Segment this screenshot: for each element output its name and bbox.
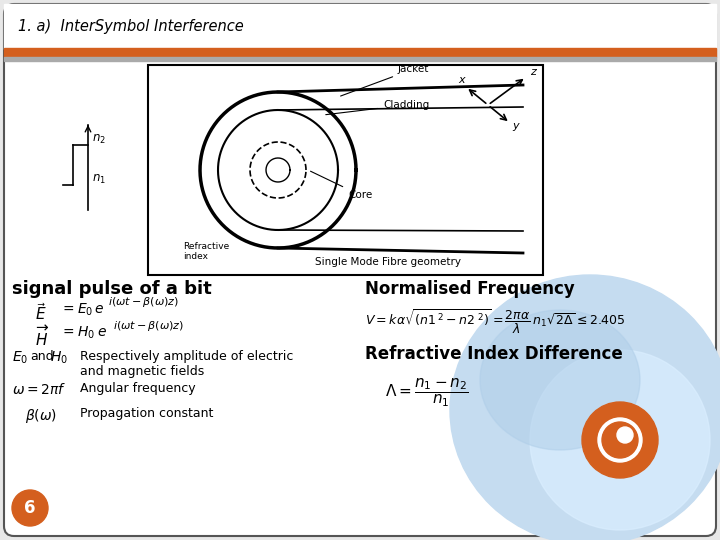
Text: 6: 6 [24,499,36,517]
Text: $E_0$: $E_0$ [12,350,28,367]
Bar [4,4,716,49]
Text: y: y [512,121,518,131]
Circle shape [598,418,642,462]
Text: $n_1$: $n_1$ [92,173,106,186]
Text: $\vec{E}$: $\vec{E}$ [35,302,47,323]
Text: Propagation constant: Propagation constant [80,407,213,420]
Text: $i(\omega t - \beta(\omega)z)$: $i(\omega t - \beta(\omega)z)$ [108,295,179,309]
Circle shape [590,410,650,470]
Ellipse shape [480,310,640,450]
Text: x: x [458,75,464,85]
Ellipse shape [450,275,720,540]
Text: Normalised Frequency: Normalised Frequency [365,280,575,298]
Text: signal pulse of a bit: signal pulse of a bit [12,280,212,298]
Text: $= H_0\; e$: $= H_0\; e$ [60,325,108,341]
Bar [4,57,716,61]
Text: and magnetic fields: and magnetic fields [80,365,204,378]
Text: $\beta(\omega)$: $\beta(\omega)$ [25,407,57,425]
Text: $= E_0\, e$: $= E_0\, e$ [60,302,104,319]
Text: $V = k\alpha\sqrt{\left(n1^{\;2} - n2^{\;2}\right)} = \dfrac{2\pi\alpha}{\lambda: $V = k\alpha\sqrt{\left(n1^{\;2} - n2^{\… [365,308,626,336]
Text: Core: Core [310,171,372,200]
Text: Respectively amplitude of electric: Respectively amplitude of electric [80,350,293,363]
Circle shape [617,427,633,443]
Text: Refractive
index: Refractive index [183,241,229,261]
Text: 1. a)  InterSymbol Interference: 1. a) InterSymbol Interference [18,18,244,33]
Text: $\omega = 2\pi f$: $\omega = 2\pi f$ [12,382,66,397]
Text: and: and [30,350,53,363]
Bar [4,48,716,57]
Circle shape [602,422,638,458]
Text: Jacket: Jacket [341,64,429,96]
Text: Single Mode Fibre geometry: Single Mode Fibre geometry [315,257,461,267]
Text: $\overrightarrow{H}$: $\overrightarrow{H}$ [35,325,50,349]
Circle shape [582,402,658,478]
Text: Refractive Index Difference: Refractive Index Difference [365,345,623,363]
Text: $n_2$: $n_2$ [92,133,106,146]
Text: Cladding: Cladding [325,100,429,114]
FancyBboxPatch shape [4,4,716,536]
Text: $i(\omega t - \beta(\omega)z)$: $i(\omega t - \beta(\omega)z)$ [113,319,184,333]
Ellipse shape [530,350,710,530]
Circle shape [12,490,48,526]
Bar [148,65,543,275]
Text: z: z [530,67,536,77]
Text: Angular frequency: Angular frequency [80,382,196,395]
Text: $H_0$: $H_0$ [50,350,68,367]
Text: $\Lambda = \dfrac{n_1 - n_2}{n_1}$: $\Lambda = \dfrac{n_1 - n_2}{n_1}$ [385,377,469,409]
